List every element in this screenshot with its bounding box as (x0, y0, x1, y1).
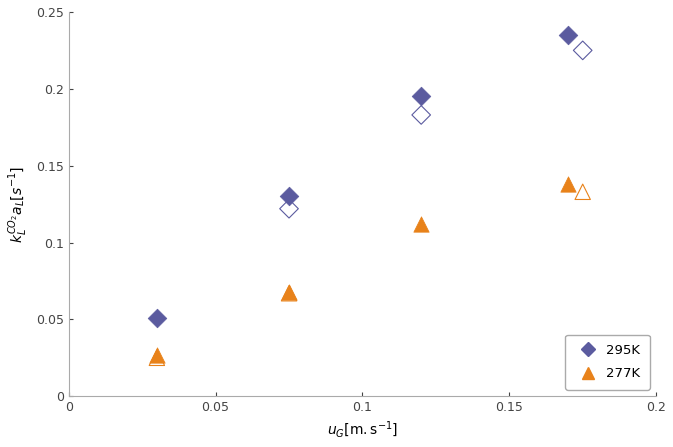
Y-axis label: $k_L^{CO_2}a_L\left[s^{-1}\right]$: $k_L^{CO_2}a_L\left[s^{-1}\right]$ (7, 165, 30, 243)
Point (416, 111, 427, 118)
Point (151, 354, 162, 361)
Point (577, 188, 588, 195)
Point (283, 290, 294, 297)
Point (563, 31, 573, 38)
X-axis label: $u_{G}\left[\mathrm{m.s}^{-1}\right]$: $u_{G}\left[\mathrm{m.s}^{-1}\right]$ (327, 420, 398, 440)
Point (283, 193, 294, 200)
Point (151, 351, 162, 358)
Point (577, 47, 588, 54)
Point (416, 220, 427, 228)
Point (416, 93, 427, 100)
Point (283, 205, 294, 212)
Point (563, 181, 573, 188)
Legend: 295K, 277K: 295K, 277K (565, 335, 649, 390)
Point (283, 288, 294, 295)
Point (151, 314, 162, 321)
